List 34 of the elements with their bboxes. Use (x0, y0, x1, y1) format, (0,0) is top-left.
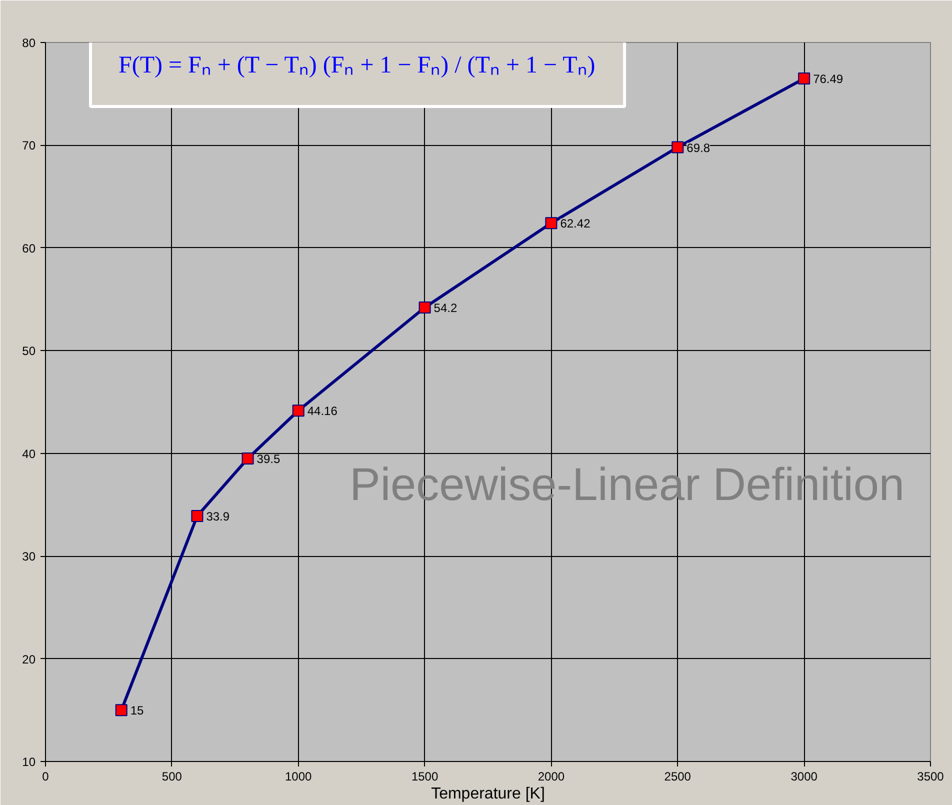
data-label: 76.49 (813, 72, 844, 86)
x-tick-label: 1000 (285, 770, 312, 784)
annotation: F(T) = Fₙ + (T − Tₙ) (Fₙ + 1 − Fₙ) / (Tₙ + 1 − Tₙ) (118, 52, 596, 78)
y-tick-label: 60 (22, 241, 36, 256)
x-tick-label: 3500 (917, 770, 944, 784)
x-tick-label: 500 (162, 770, 182, 784)
data-label: 15 (130, 704, 144, 718)
x-tick-label: 0 (42, 770, 50, 784)
y-tick-label: 20 (22, 652, 36, 666)
x-tick-label: 2500 (664, 770, 692, 784)
x-tick-label: 3000 (790, 770, 818, 784)
y-tick-label: 80 (22, 36, 36, 50)
y-tick-label: 50 (22, 344, 36, 358)
y-tick-label: 10 (22, 755, 36, 769)
y-tick-label: 40 (22, 446, 36, 461)
data-label: 44.16 (307, 404, 338, 418)
point (191, 510, 204, 522)
point (115, 704, 128, 716)
data-label: 62.42 (560, 216, 591, 231)
data-label: 39.5 (256, 452, 280, 466)
point (545, 217, 558, 230)
point (242, 452, 254, 464)
point (418, 302, 431, 314)
point (798, 72, 810, 85)
y-tick-label: 30 (22, 550, 36, 564)
y-tick-label: 70 (22, 138, 36, 153)
data-label: 33.9 (206, 510, 230, 524)
x-tick-label: 1500 (411, 770, 438, 784)
data-label: 69.8 (686, 140, 710, 155)
point (672, 141, 684, 154)
x-tick-label: 2000 (538, 770, 565, 784)
data-label: 54.2 (434, 301, 458, 316)
x-axis-title: Temperature [K] (431, 786, 545, 802)
point (292, 404, 304, 417)
